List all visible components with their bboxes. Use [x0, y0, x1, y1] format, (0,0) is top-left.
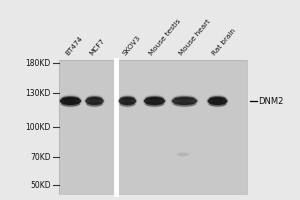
Text: Mouse heart: Mouse heart	[178, 19, 212, 57]
Ellipse shape	[61, 101, 80, 107]
Ellipse shape	[208, 97, 227, 105]
Bar	[116, 60, 247, 194]
Bar	[58, 60, 116, 194]
Ellipse shape	[206, 95, 229, 107]
Text: 70KD: 70KD	[30, 152, 51, 162]
Ellipse shape	[170, 95, 199, 107]
Ellipse shape	[209, 96, 226, 101]
Text: Mouse testis: Mouse testis	[148, 18, 182, 57]
Ellipse shape	[84, 95, 105, 107]
Ellipse shape	[208, 101, 226, 107]
Ellipse shape	[145, 101, 164, 107]
Ellipse shape	[177, 153, 189, 156]
Ellipse shape	[120, 96, 135, 101]
Bar	[116, 60, 247, 194]
Ellipse shape	[143, 95, 166, 107]
Text: MCF7: MCF7	[88, 38, 106, 57]
Ellipse shape	[173, 101, 196, 107]
Bar	[58, 60, 116, 194]
Text: 180KD: 180KD	[26, 58, 51, 68]
Ellipse shape	[120, 101, 135, 107]
Ellipse shape	[86, 101, 103, 107]
Text: Rat brain: Rat brain	[212, 28, 237, 57]
Text: 50KD: 50KD	[30, 180, 51, 190]
Text: 130KD: 130KD	[25, 88, 51, 98]
Ellipse shape	[59, 95, 82, 107]
Ellipse shape	[144, 97, 165, 105]
Text: 100KD: 100KD	[25, 122, 51, 132]
Ellipse shape	[85, 97, 104, 105]
Text: SKOV3: SKOV3	[122, 35, 142, 57]
Ellipse shape	[174, 96, 195, 101]
Ellipse shape	[146, 96, 164, 101]
Ellipse shape	[119, 97, 136, 105]
Ellipse shape	[61, 96, 80, 101]
Ellipse shape	[172, 97, 197, 105]
Ellipse shape	[118, 95, 137, 107]
Ellipse shape	[60, 97, 81, 105]
Text: BT474: BT474	[64, 35, 84, 57]
Ellipse shape	[87, 96, 102, 101]
Text: DNM2: DNM2	[258, 97, 284, 106]
